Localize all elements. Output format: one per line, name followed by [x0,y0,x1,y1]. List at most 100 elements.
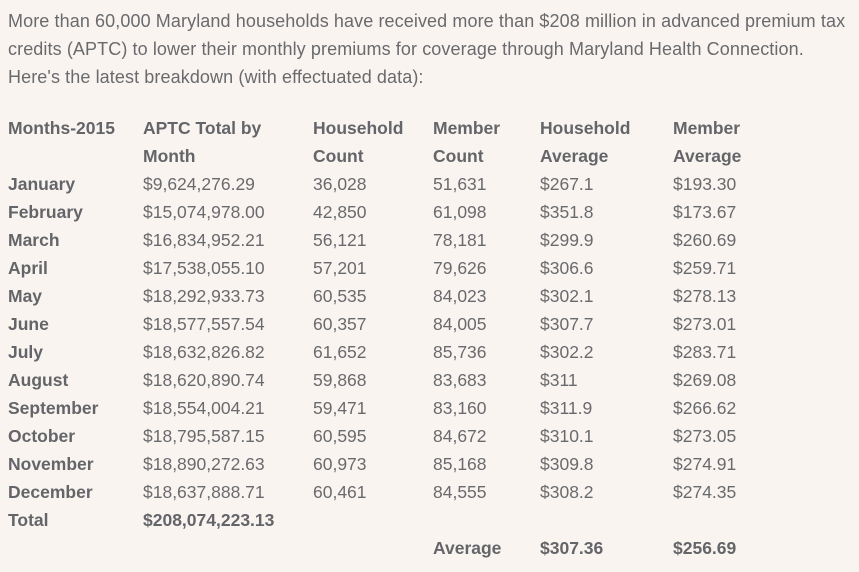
value-cell: 60,461 [313,482,367,502]
empty-cell [540,506,673,534]
value-cell: $306.6 [540,258,594,278]
intro-paragraph: More than 60,000 Maryland households hav… [8,11,846,87]
month-cell: April [8,258,48,278]
empty-cell [8,534,143,562]
value-cell: $299.9 [540,230,594,250]
column-header-label: Member Average [673,118,742,166]
table-row: April $17,538,055.10 57,201 79,626 $306.6 $25… [8,254,859,282]
column-header-label: APTC Total by Month [143,118,262,166]
table-row: March $16,834,952.21 56,121 78,181 $299.9 $26… [8,226,859,254]
value-cell: $273.01 [673,314,737,334]
aptc-table: Months-2015 APTC Total by Month Househol… [8,114,859,562]
month-cell: January [8,174,76,194]
average-row: Average $307.36 $256.69 [8,534,859,562]
table-row: February $15,074,978.00 42,850 61,098 $351.8… [8,198,859,226]
column-header-aptc-total: APTC Total by Month [143,114,313,170]
month-cell: March [8,230,60,250]
empty-cell [673,506,859,534]
table-body: January $9,624,276.29 36,028 51,631 $267.1 $1… [8,170,859,506]
column-header-label: Household Count [313,118,404,166]
month-cell: July [8,342,44,362]
value-cell: 84,005 [433,314,487,334]
value-cell: 83,683 [433,370,487,390]
value-cell: $18,637,888.71 [143,482,265,502]
value-cell: $18,554,004.21 [143,398,265,418]
total-label: Total [8,510,49,530]
value-cell: 60,357 [313,314,367,334]
value-cell: 42,850 [313,202,367,222]
value-cell: 84,555 [433,482,487,502]
value-cell: $283.71 [673,342,737,362]
column-header-months: Months-2015 [8,114,143,170]
value-cell: $269.08 [673,370,737,390]
value-cell: $307.7 [540,314,594,334]
value-cell: $16,834,952.21 [143,230,265,250]
value-cell: $18,620,890.74 [143,370,265,390]
column-header-label: Months-2015 [8,118,115,138]
value-cell: $273.05 [673,426,737,446]
month-cell: November [8,454,94,474]
month-cell: February [8,202,83,222]
table-row: June $18,577,557.54 60,357 84,005 $307.7 $273… [8,310,859,338]
value-cell: $18,292,933.73 [143,286,265,306]
value-cell: $267.1 [540,174,594,194]
value-cell: 79,626 [433,258,487,278]
value-cell: $266.62 [673,398,737,418]
value-cell: $311 [540,370,578,390]
value-cell: 36,028 [313,174,367,194]
value-cell: 78,181 [433,230,487,250]
column-header-member-count: Member Count [433,114,540,170]
total-row: Total $208,074,223.13 [8,506,859,534]
empty-cell [433,506,540,534]
value-cell: 85,736 [433,342,487,362]
average-member-value: $256.69 [673,538,737,558]
value-cell: 57,201 [313,258,367,278]
column-header-household-count: Household Count [313,114,433,170]
value-cell: $311.9 [540,398,593,418]
value-cell: $193.30 [673,174,737,194]
value-cell: $18,632,826.82 [143,342,265,362]
column-header-member-average: Member Average [673,114,859,170]
column-header-household-average: Household Average [540,114,673,170]
value-cell: $274.35 [673,482,737,502]
value-cell: 61,098 [433,202,487,222]
value-cell: $309.8 [540,454,594,474]
empty-cell [313,534,433,562]
value-cell: 85,168 [433,454,487,474]
month-cell: June [8,314,49,334]
average-household-value: $307.36 [540,538,604,558]
month-cell: September [8,398,99,418]
value-cell: 60,595 [313,426,367,446]
table-header-row: Months-2015 APTC Total by Month Househol… [8,114,859,170]
column-header-label: Member Count [433,118,501,166]
average-label: Average [433,538,502,558]
value-cell: $259.71 [673,258,737,278]
month-cell: May [8,286,43,306]
value-cell: 51,631 [433,174,487,194]
table-row: August $18,620,890.74 59,868 83,683 $311 $269… [8,366,859,394]
empty-cell [143,534,313,562]
value-cell: 56,121 [313,230,367,250]
value-cell: $173.67 [673,202,737,222]
value-cell: $302.2 [540,342,594,362]
value-cell: $260.69 [673,230,737,250]
table-row: September $18,554,004.21 59,471 83,160 $311.… [8,394,859,422]
column-header-label: Household Average [540,118,631,166]
total-value: $208,074,223.13 [143,510,275,530]
table-row: December $18,637,888.71 60,461 84,555 $308.2… [8,478,859,506]
value-cell: $18,577,557.54 [143,314,265,334]
empty-cell [313,506,433,534]
table-row: July $18,632,826.82 61,652 85,736 $302.2 $283… [8,338,859,366]
value-cell: $9,624,276.29 [143,174,255,194]
value-cell: 59,471 [313,398,367,418]
value-cell: $351.8 [540,202,594,222]
value-cell: $18,795,587.15 [143,426,265,446]
value-cell: $17,538,055.10 [143,258,265,278]
value-cell: $310.1 [540,426,594,446]
value-cell: 83,160 [433,398,487,418]
value-cell: $302.1 [540,286,594,306]
value-cell: $274.91 [673,454,737,474]
table-row: January $9,624,276.29 36,028 51,631 $267.1 $1… [8,170,859,198]
month-cell: October [8,426,76,446]
